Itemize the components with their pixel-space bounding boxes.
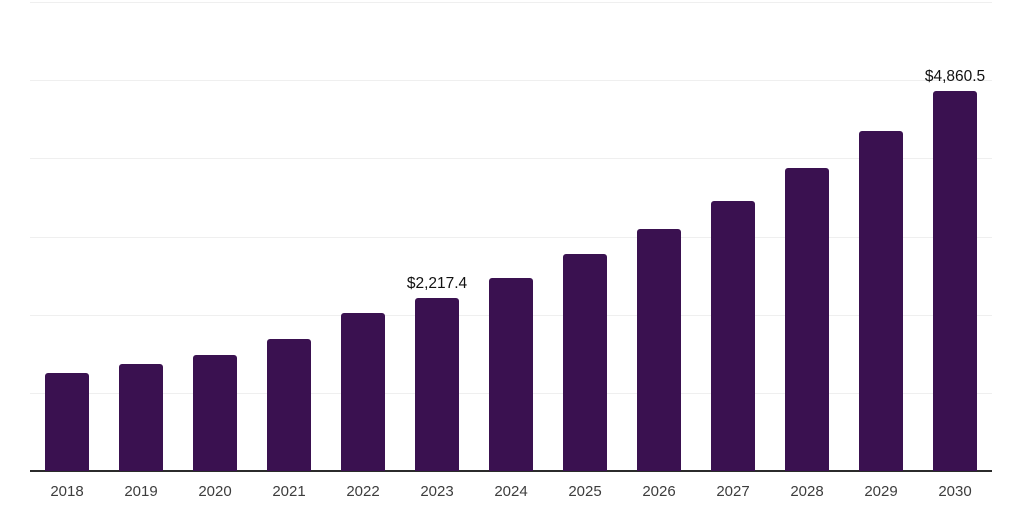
bar-2030	[933, 91, 977, 471]
gridline	[30, 236, 992, 238]
x-tick-label-2023: 2023	[420, 483, 454, 500]
x-axis-tick-labels: 2018 2019 2020 2021 2022 2023 2024 2025 2026 2027…	[30, 483, 992, 500]
x-tick-label-2029: 2029	[864, 483, 898, 500]
x-tick-label-2021: 2021	[272, 483, 306, 500]
bar-2029	[859, 130, 903, 471]
bar-slot-2028	[770, 2, 844, 471]
bar-2020	[193, 354, 237, 471]
bar-2018	[45, 373, 89, 471]
bar-2026	[637, 229, 681, 471]
x-axis-line	[30, 470, 992, 472]
x-tick-label-2025: 2025	[568, 483, 602, 500]
x-tick-label-2024: 2024	[494, 483, 528, 500]
bar-slot-2027	[696, 2, 770, 471]
bar-slot-2018	[30, 2, 104, 471]
bar-slot-2022	[326, 2, 400, 471]
x-tick-label-2019: 2019	[124, 483, 158, 500]
bar-slot-2019	[104, 2, 178, 471]
bar-2021	[267, 338, 311, 471]
x-tick-label-2018: 2018	[50, 483, 84, 500]
bar-slot-2023: $2,217.4	[400, 2, 474, 471]
bars-row: $2,217.4 $4,860.5	[30, 2, 992, 471]
bar-slot-2030: $4,860.5	[918, 2, 992, 471]
bar-slot-2029	[844, 2, 918, 471]
bar-2019	[119, 363, 163, 471]
bar-2025	[563, 253, 607, 471]
value-label-2030: $4,860.5	[924, 68, 986, 86]
x-tick-label-2020: 2020	[198, 483, 232, 500]
bar-2023	[415, 297, 459, 471]
x-tick-label-2026: 2026	[642, 483, 676, 500]
x-tick-label-2030: 2030	[938, 483, 972, 500]
x-tick-label-2022: 2022	[346, 483, 380, 500]
gridline	[30, 158, 992, 160]
bar-slot-2025	[548, 2, 622, 471]
bar-2022	[341, 312, 385, 471]
bar-2028	[785, 168, 829, 471]
bar-2024	[489, 277, 533, 471]
x-tick-label-2028: 2028	[790, 483, 824, 500]
x-tick-label-2027: 2027	[716, 483, 750, 500]
bar-slot-2026	[622, 2, 696, 471]
bar-slot-2021	[252, 2, 326, 471]
value-label-2023: $2,217.4	[406, 274, 468, 292]
gridline	[30, 2, 992, 3]
bar-slot-2020	[178, 2, 252, 471]
gridline	[30, 80, 992, 82]
bar-2027	[711, 200, 755, 471]
bar-slot-2024	[474, 2, 548, 471]
